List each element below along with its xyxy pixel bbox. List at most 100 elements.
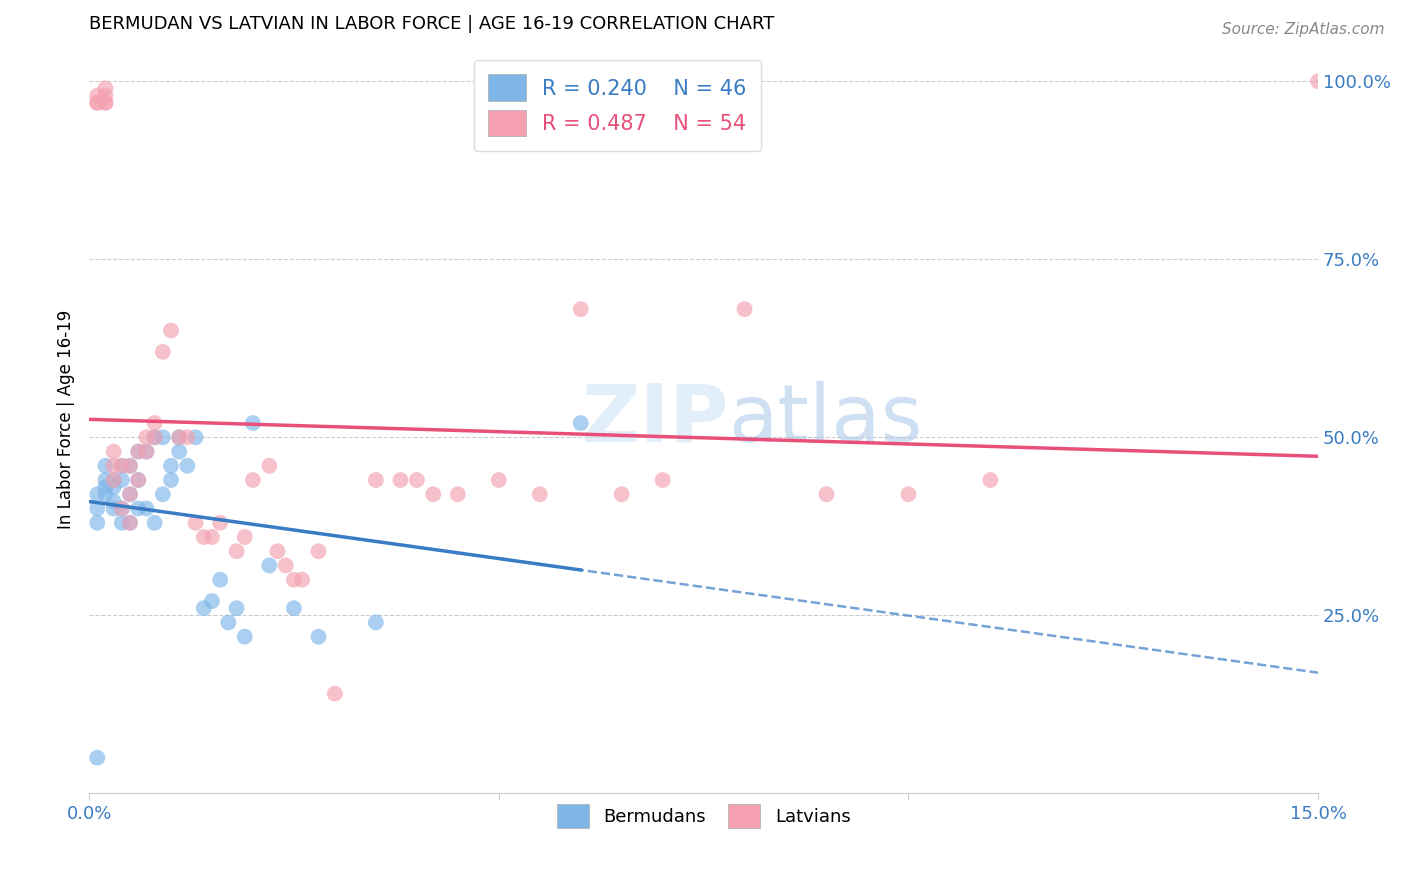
- Point: [291, 573, 314, 587]
- Point: [103, 473, 125, 487]
- Point: [127, 473, 149, 487]
- Point: [127, 444, 149, 458]
- Point: [242, 473, 264, 487]
- Point: [160, 458, 183, 473]
- Point: [488, 473, 510, 487]
- Point: [111, 473, 134, 487]
- Point: [86, 487, 108, 501]
- Point: [143, 430, 166, 444]
- Point: [734, 302, 756, 317]
- Point: [103, 444, 125, 458]
- Point: [118, 516, 141, 530]
- Point: [143, 516, 166, 530]
- Point: [167, 430, 190, 444]
- Point: [143, 430, 166, 444]
- Point: [167, 430, 190, 444]
- Point: [569, 416, 592, 430]
- Point: [283, 601, 305, 615]
- Point: [225, 601, 247, 615]
- Point: [201, 530, 224, 544]
- Point: [94, 95, 117, 110]
- Point: [209, 516, 232, 530]
- Point: [193, 530, 215, 544]
- Text: ZIP: ZIP: [581, 381, 728, 458]
- Point: [283, 573, 305, 587]
- Point: [152, 344, 174, 359]
- Point: [86, 501, 108, 516]
- Point: [529, 487, 551, 501]
- Point: [201, 594, 224, 608]
- Text: atlas: atlas: [728, 381, 922, 458]
- Point: [405, 473, 427, 487]
- Point: [160, 473, 183, 487]
- Point: [308, 544, 330, 558]
- Point: [111, 501, 134, 516]
- Point: [308, 630, 330, 644]
- Point: [1308, 74, 1330, 88]
- Point: [259, 458, 281, 473]
- Point: [135, 501, 157, 516]
- Point: [143, 416, 166, 430]
- Point: [225, 544, 247, 558]
- Point: [103, 501, 125, 516]
- Point: [94, 473, 117, 487]
- Point: [111, 501, 134, 516]
- Point: [103, 480, 125, 494]
- Point: [94, 95, 117, 110]
- Point: [86, 516, 108, 530]
- Point: [94, 458, 117, 473]
- Point: [103, 458, 125, 473]
- Text: Source: ZipAtlas.com: Source: ZipAtlas.com: [1222, 22, 1385, 37]
- Point: [447, 487, 470, 501]
- Point: [610, 487, 633, 501]
- Point: [94, 88, 117, 103]
- Point: [184, 516, 207, 530]
- Point: [103, 494, 125, 508]
- Point: [979, 473, 1001, 487]
- Point: [364, 615, 387, 630]
- Point: [86, 95, 108, 110]
- Point: [176, 458, 198, 473]
- Point: [86, 88, 108, 103]
- Point: [118, 516, 141, 530]
- Point: [135, 444, 157, 458]
- Point: [266, 544, 288, 558]
- Point: [94, 487, 117, 501]
- Point: [160, 324, 183, 338]
- Point: [569, 302, 592, 317]
- Point: [152, 487, 174, 501]
- Point: [233, 530, 256, 544]
- Point: [127, 444, 149, 458]
- Point: [217, 615, 239, 630]
- Point: [127, 473, 149, 487]
- Point: [233, 630, 256, 644]
- Point: [86, 95, 108, 110]
- Point: [209, 573, 232, 587]
- Point: [897, 487, 920, 501]
- Point: [118, 487, 141, 501]
- Point: [127, 501, 149, 516]
- Point: [135, 430, 157, 444]
- Point: [152, 430, 174, 444]
- Point: [193, 601, 215, 615]
- Point: [118, 458, 141, 473]
- Point: [94, 81, 117, 95]
- Point: [118, 458, 141, 473]
- Point: [364, 473, 387, 487]
- Point: [103, 473, 125, 487]
- Point: [242, 416, 264, 430]
- Point: [111, 516, 134, 530]
- Point: [815, 487, 838, 501]
- Point: [184, 430, 207, 444]
- Point: [86, 750, 108, 764]
- Point: [167, 444, 190, 458]
- Point: [323, 687, 346, 701]
- Point: [94, 480, 117, 494]
- Text: BERMUDAN VS LATVIAN IN LABOR FORCE | AGE 16-19 CORRELATION CHART: BERMUDAN VS LATVIAN IN LABOR FORCE | AGE…: [89, 15, 775, 33]
- Legend: Bermudans, Latvians: Bermudans, Latvians: [547, 796, 859, 837]
- Point: [259, 558, 281, 573]
- Point: [422, 487, 444, 501]
- Point: [176, 430, 198, 444]
- Point: [111, 458, 134, 473]
- Point: [135, 444, 157, 458]
